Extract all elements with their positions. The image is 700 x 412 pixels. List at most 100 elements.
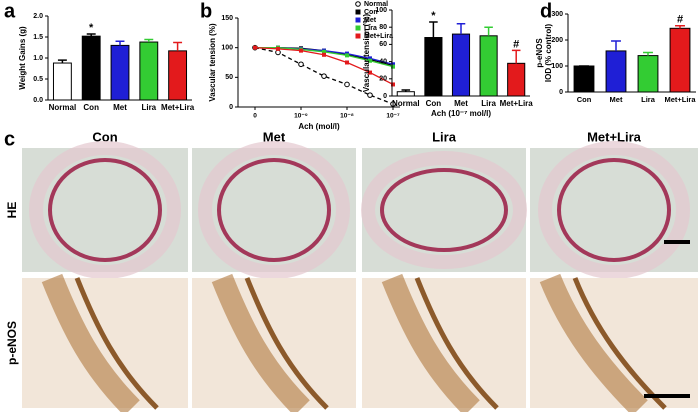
significance-mark: # <box>677 14 683 26</box>
error-bar <box>675 24 685 29</box>
vessel-adventitia <box>361 151 527 269</box>
y-axis-label: IOD (% control) <box>544 24 553 83</box>
point <box>253 45 257 50</box>
panel-label: c <box>4 128 15 150</box>
y-tick-label: 150 <box>221 15 233 22</box>
scale-bar <box>644 394 690 398</box>
stained-layer <box>414 277 499 410</box>
y-tick-label: 0 <box>229 104 233 111</box>
point <box>299 48 303 53</box>
vessel-adventitia <box>538 141 690 279</box>
x-tick-label: Con <box>83 103 99 112</box>
bar <box>396 91 415 97</box>
row-header: p-eNOS <box>5 321 19 365</box>
error-bar <box>173 41 183 51</box>
stained-tissue <box>211 273 310 412</box>
legend-marker <box>355 1 361 7</box>
point <box>391 62 395 67</box>
point <box>390 101 396 107</box>
x-tick-label: 0 <box>253 113 257 120</box>
stained-tissue <box>539 273 648 412</box>
vessel-adventitia <box>29 141 181 279</box>
he-image <box>362 148 526 272</box>
x-tick-label: Met <box>454 99 468 108</box>
bar <box>573 65 595 93</box>
error-bar <box>456 23 466 35</box>
y-axis-label: Weight Gains (g) <box>18 26 27 90</box>
y-tick-label: 0 <box>559 89 563 96</box>
point <box>391 64 395 69</box>
legend-marker <box>355 33 361 39</box>
stained-tissue <box>381 273 480 412</box>
significance-mark: # <box>513 38 519 50</box>
legend-marker <box>355 17 361 23</box>
bar <box>479 35 498 97</box>
x-tick-label: Normal <box>49 103 77 112</box>
y-tick-label: 200 <box>551 37 563 44</box>
stained-tissue <box>41 273 140 412</box>
vessel-wall <box>217 158 331 262</box>
legend-label: Met+Lira <box>364 33 393 40</box>
bar <box>451 33 471 97</box>
error-bar <box>511 49 521 64</box>
x-tick-label: Lira <box>641 95 656 104</box>
legend-label: Normal <box>364 1 388 8</box>
legend-label: Con <box>364 9 378 16</box>
x-tick-label: Lira <box>481 99 496 108</box>
bar <box>81 35 101 101</box>
y-tick-label: 1.0 <box>33 55 43 62</box>
panel-label: a <box>4 0 16 22</box>
y-axis-label: Vascular tension (%) <box>362 14 371 93</box>
bar <box>605 50 627 93</box>
point <box>345 60 349 65</box>
error-bar <box>115 40 125 46</box>
error-bar <box>401 89 411 92</box>
x-tick-label: Con <box>577 95 592 104</box>
y-tick-label: 2.0 <box>33 13 43 20</box>
y-tick-label: 60 <box>379 41 387 48</box>
point <box>345 53 349 58</box>
bar <box>507 62 526 97</box>
legend-label: Lira <box>364 25 377 32</box>
bar <box>52 62 72 101</box>
y-tick-label: 0.5 <box>33 76 43 83</box>
x-tick-label: Met <box>610 95 623 104</box>
y-tick-label: 0.0 <box>33 97 43 104</box>
y-tick-label: 100 <box>551 63 563 70</box>
vessel-adventitia <box>198 141 350 279</box>
legend-marker <box>355 25 361 31</box>
point <box>368 56 372 61</box>
column-header: Con <box>92 129 117 144</box>
error-bar <box>643 51 653 56</box>
x-tick-label: 10⁻⁹ <box>294 113 308 120</box>
error-bar <box>484 26 493 36</box>
y-tick-label: 300 <box>551 11 563 18</box>
point <box>368 58 372 63</box>
point <box>367 92 373 98</box>
x-tick-label: Con <box>426 99 442 108</box>
y-tick-label: 40 <box>379 58 387 65</box>
point <box>298 61 304 68</box>
stained-layer <box>244 277 329 410</box>
legend-marker <box>355 9 361 15</box>
legend-label: Met <box>364 17 377 24</box>
y-tick-label: 20 <box>379 76 387 83</box>
x-tick-label: 10⁻⁸ <box>340 113 354 120</box>
x-tick-label: Lira <box>141 103 156 112</box>
point <box>322 52 326 57</box>
x-tick-label: Met <box>113 103 127 112</box>
bar <box>669 27 691 93</box>
column-header: Lira <box>432 129 457 144</box>
y-axis-label: Vascular tension (%) <box>208 23 217 102</box>
significance-mark: * <box>89 22 94 34</box>
point <box>344 81 350 88</box>
y-tick-label: 80 <box>379 24 387 31</box>
x-tick-label: Met+Lira <box>161 103 195 112</box>
bar <box>424 37 443 97</box>
y-tick-label: 50 <box>225 74 233 81</box>
stained-layer <box>74 277 159 410</box>
x-axis-label: Ach (10⁻⁷ mol/l) <box>431 109 491 118</box>
x-tick-label: Met+Lira <box>664 95 696 104</box>
significance-mark: * <box>431 10 436 22</box>
